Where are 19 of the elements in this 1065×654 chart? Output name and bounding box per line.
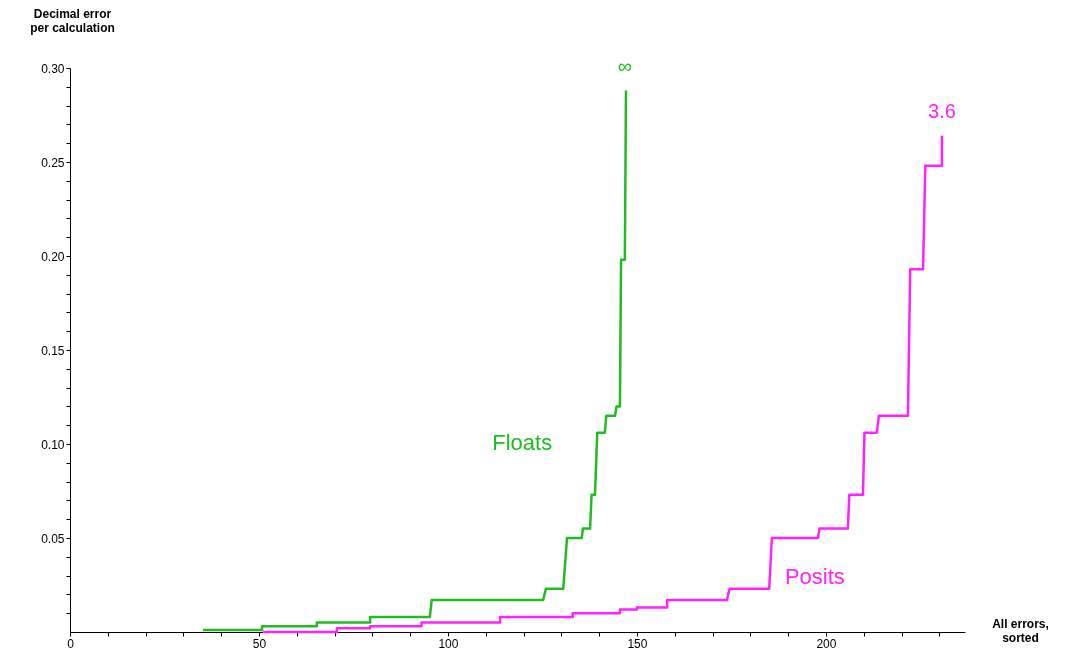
x-axis-title: All errors, sorted [992,616,1049,645]
y-tick-label: 0.25 [41,155,65,170]
line-series [261,134,944,634]
annotation: ∞ [617,54,632,77]
y-axis-title: Decimal error per calculation [30,6,115,35]
y-tick-label: 0.15 [41,343,65,358]
x-tick-label: 200 [816,636,837,651]
x-tick-label: 150 [627,636,648,651]
x-tick-label: 100 [438,636,459,651]
line-series [201,89,628,632]
y-tick-label: 0.10 [41,437,65,452]
text: Floats [492,429,553,455]
y-tick-label: 0.05 [41,531,65,546]
y-tick-label: 0.20 [41,249,65,264]
x-tick-label: 50 [252,636,267,651]
x-tick-label: 0 [67,636,75,651]
annotation: 3.6 [928,99,956,122]
y-tick-label: 0.30 [41,61,65,76]
series-label: Posits [784,564,845,589]
